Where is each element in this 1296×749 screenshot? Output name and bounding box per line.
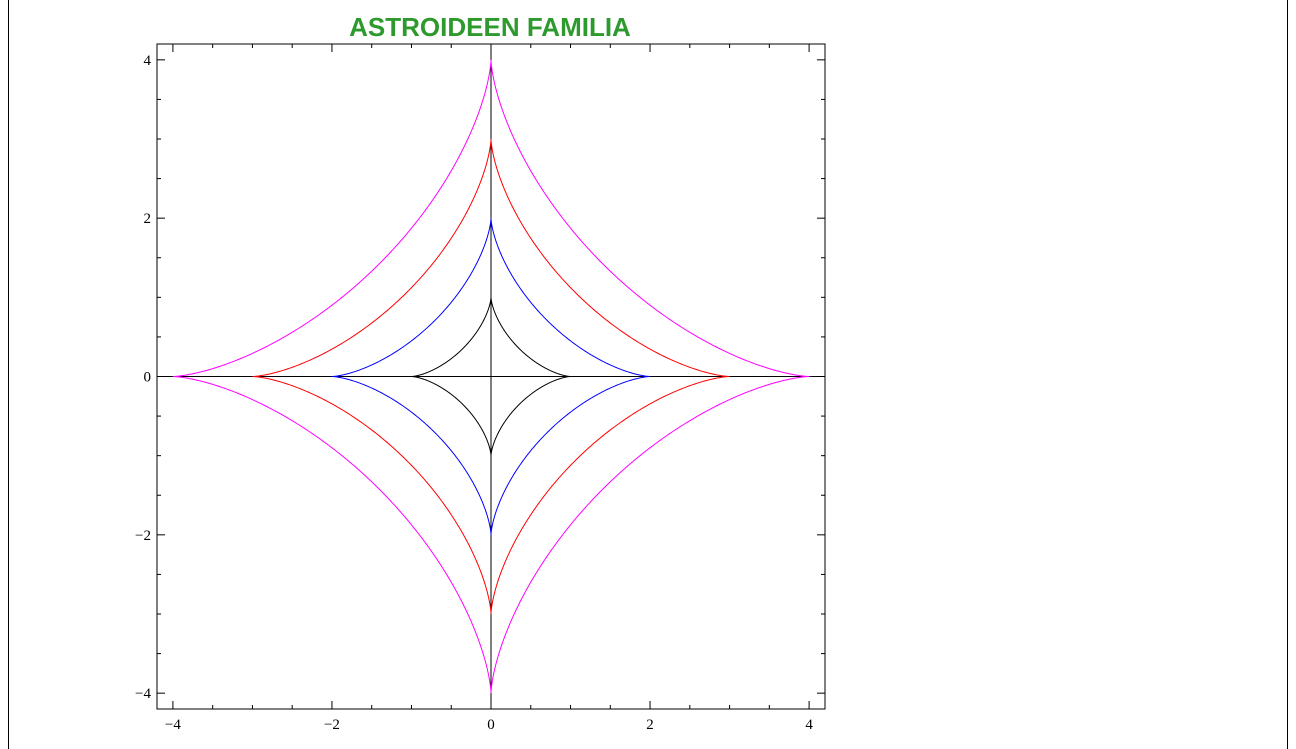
left-border-line [8,0,9,749]
x-tick-label: 4 [805,717,813,733]
x-tick-label: 2 [646,717,654,733]
y-tick-label: −2 [135,528,151,544]
y-tick-label: 0 [144,370,152,386]
x-tick-label: −2 [324,717,340,733]
astroid-curve-a2 [331,218,651,535]
y-tick-label: 4 [144,53,152,69]
chart-title: ASTROIDEEN FAMILIA [349,12,631,42]
astroid-curve-a4 [172,59,810,694]
right-border-line [1287,0,1288,749]
astroid-curve-a3 [252,139,730,614]
x-tick-label: −4 [165,717,181,733]
y-tick-label: −4 [135,686,151,702]
plot-area: −4 −2 0 2 4 −4 −2 0 2 4 [135,43,826,733]
astroid-curve-a1 [411,297,571,456]
y-tick-label: 2 [144,211,152,227]
x-tick-label: 0 [487,717,495,733]
